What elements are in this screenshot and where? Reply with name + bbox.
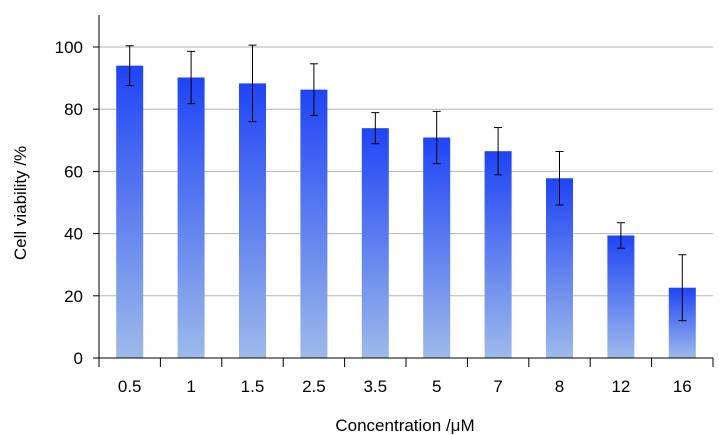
y-tick-label: 80 [64,100,83,119]
bar [239,83,266,359]
x-tick-label: 1.5 [241,377,265,396]
bar [300,89,328,359]
bar [116,65,144,358]
y-tick-label: 20 [64,287,83,306]
x-tick-label: 2.5 [302,377,326,396]
bar [607,235,635,358]
y-tick-label: 100 [55,38,83,57]
x-tick-label: 16 [673,377,692,396]
error-bars [125,44,687,322]
x-tick-label: 5 [432,377,441,396]
x-tick-label: 3.5 [363,377,387,396]
axes [93,15,714,367]
bars [116,65,696,359]
y-tick-label: 40 [64,225,83,244]
x-tick-label: 7 [493,377,502,396]
x-tick-label: 0.5 [118,377,142,396]
bar [361,128,389,358]
y-tick-label: 60 [64,162,83,181]
bar [177,77,205,358]
x-tick-label: 1 [186,377,195,396]
y-axis-title: Cell viability /% [11,146,30,260]
tick-labels: 0 20 40 60 80 100 0.5 1 1.5 2.5 3.5 5 7 8 12 16 [55,38,692,396]
x-axis-title: Concentration /μM [335,416,474,435]
x-tick-label: 12 [611,377,630,396]
bar [423,137,451,358]
bar [546,178,573,358]
bar [484,151,512,358]
y-tick-label: 0 [74,349,83,368]
x-tick-label: 8 [555,377,564,396]
